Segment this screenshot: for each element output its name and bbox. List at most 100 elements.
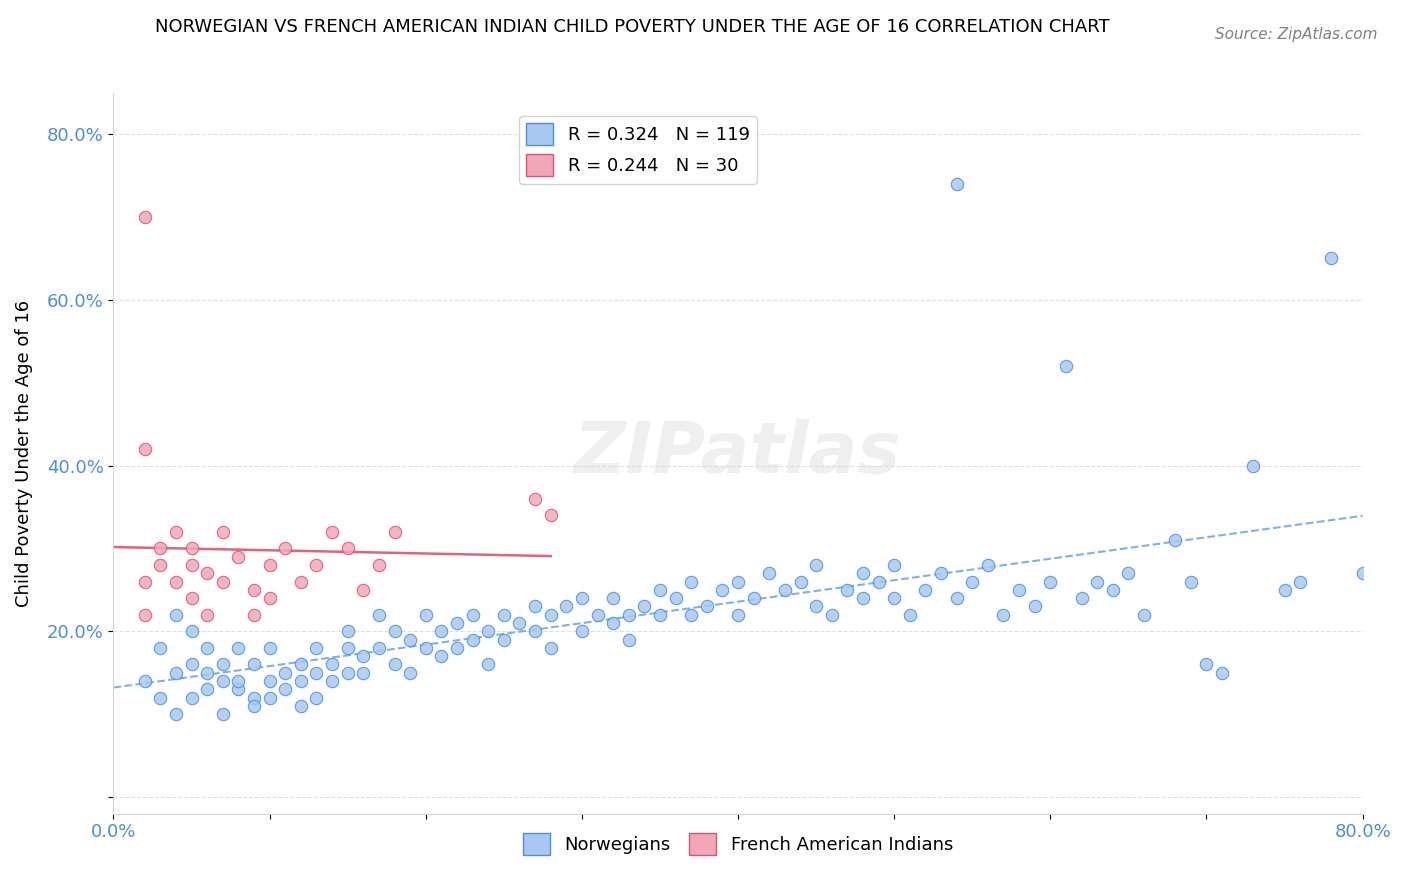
Point (648, 607, 671, 622)
Point (617, 632, 640, 647)
Point (290, 673, 312, 688)
Point (555, 599, 578, 614)
Point (384, 624, 406, 639)
Point (336, 624, 359, 639)
Point (571, 591, 593, 606)
Point (540, 508, 562, 523)
Point (1241, 458, 1264, 473)
Point (1351, 566, 1374, 581)
Point (180, 558, 202, 572)
Point (681, 607, 703, 622)
Point (852, 591, 875, 606)
Point (461, 632, 484, 647)
Point (461, 607, 484, 622)
Point (368, 558, 391, 572)
Point (352, 649, 374, 664)
Point (195, 682, 218, 697)
Point (804, 558, 827, 572)
Point (477, 624, 499, 639)
Point (430, 649, 453, 664)
Point (993, 607, 1015, 622)
Point (415, 607, 437, 622)
Point (195, 665, 218, 680)
Point (352, 582, 374, 597)
Point (195, 640, 218, 655)
Point (399, 665, 422, 680)
Point (477, 657, 499, 672)
Point (211, 707, 233, 722)
Point (274, 541, 297, 556)
Point (368, 607, 391, 622)
Point (883, 558, 905, 572)
Point (1054, 359, 1077, 373)
Point (305, 640, 328, 655)
Point (134, 442, 156, 456)
Point (727, 574, 749, 589)
Point (165, 574, 187, 589)
Point (211, 524, 233, 539)
Point (711, 582, 734, 597)
Point (727, 607, 749, 622)
Point (228, 640, 250, 655)
Point (243, 607, 266, 622)
Point (821, 607, 844, 622)
Point (1085, 574, 1108, 589)
Point (336, 665, 359, 680)
Point (789, 574, 811, 589)
Point (492, 632, 515, 647)
Point (945, 591, 967, 606)
Point (243, 582, 266, 597)
Point (446, 615, 468, 630)
Point (180, 541, 202, 556)
Point (399, 632, 422, 647)
Text: NORWEGIAN VS FRENCH AMERICAN INDIAN CHILD POVERTY UNDER THE AGE OF 16 CORRELATIO: NORWEGIAN VS FRENCH AMERICAN INDIAN CHIL… (156, 18, 1109, 36)
Text: Source: ZipAtlas.com: Source: ZipAtlas.com (1215, 27, 1378, 42)
Point (274, 665, 297, 680)
Point (681, 574, 703, 589)
Point (259, 640, 281, 655)
Point (962, 574, 984, 589)
Point (540, 640, 562, 655)
Point (602, 615, 624, 630)
Point (1320, 252, 1343, 266)
Point (165, 524, 187, 539)
Point (180, 657, 202, 672)
Point (524, 491, 547, 506)
Point (149, 690, 172, 705)
Point (602, 591, 624, 606)
Point (305, 690, 328, 705)
Point (1195, 657, 1218, 672)
Point (492, 607, 515, 622)
Point (696, 599, 718, 614)
Point (243, 690, 266, 705)
Text: ZIPatlas: ZIPatlas (575, 418, 901, 488)
Point (586, 607, 609, 622)
Point (336, 640, 359, 655)
Point (1101, 582, 1123, 597)
Point (149, 541, 172, 556)
Point (977, 558, 1000, 572)
Point (228, 682, 250, 697)
Point (368, 640, 391, 655)
Point (1180, 574, 1202, 589)
Point (804, 599, 827, 614)
Point (180, 591, 202, 606)
Point (165, 665, 187, 680)
Point (305, 665, 328, 680)
Point (914, 582, 936, 597)
Point (837, 582, 859, 597)
Point (1274, 582, 1296, 597)
Point (180, 624, 202, 639)
Point (742, 591, 765, 606)
Point (274, 682, 297, 697)
Y-axis label: Child Poverty Under the Age of 16: Child Poverty Under the Age of 16 (15, 300, 32, 607)
Point (305, 558, 328, 572)
Point (195, 607, 218, 622)
Point (1008, 582, 1031, 597)
Point (633, 599, 655, 614)
Point (524, 599, 547, 614)
Point (243, 698, 266, 713)
Point (165, 707, 187, 722)
Point (1118, 566, 1140, 581)
Point (352, 665, 374, 680)
